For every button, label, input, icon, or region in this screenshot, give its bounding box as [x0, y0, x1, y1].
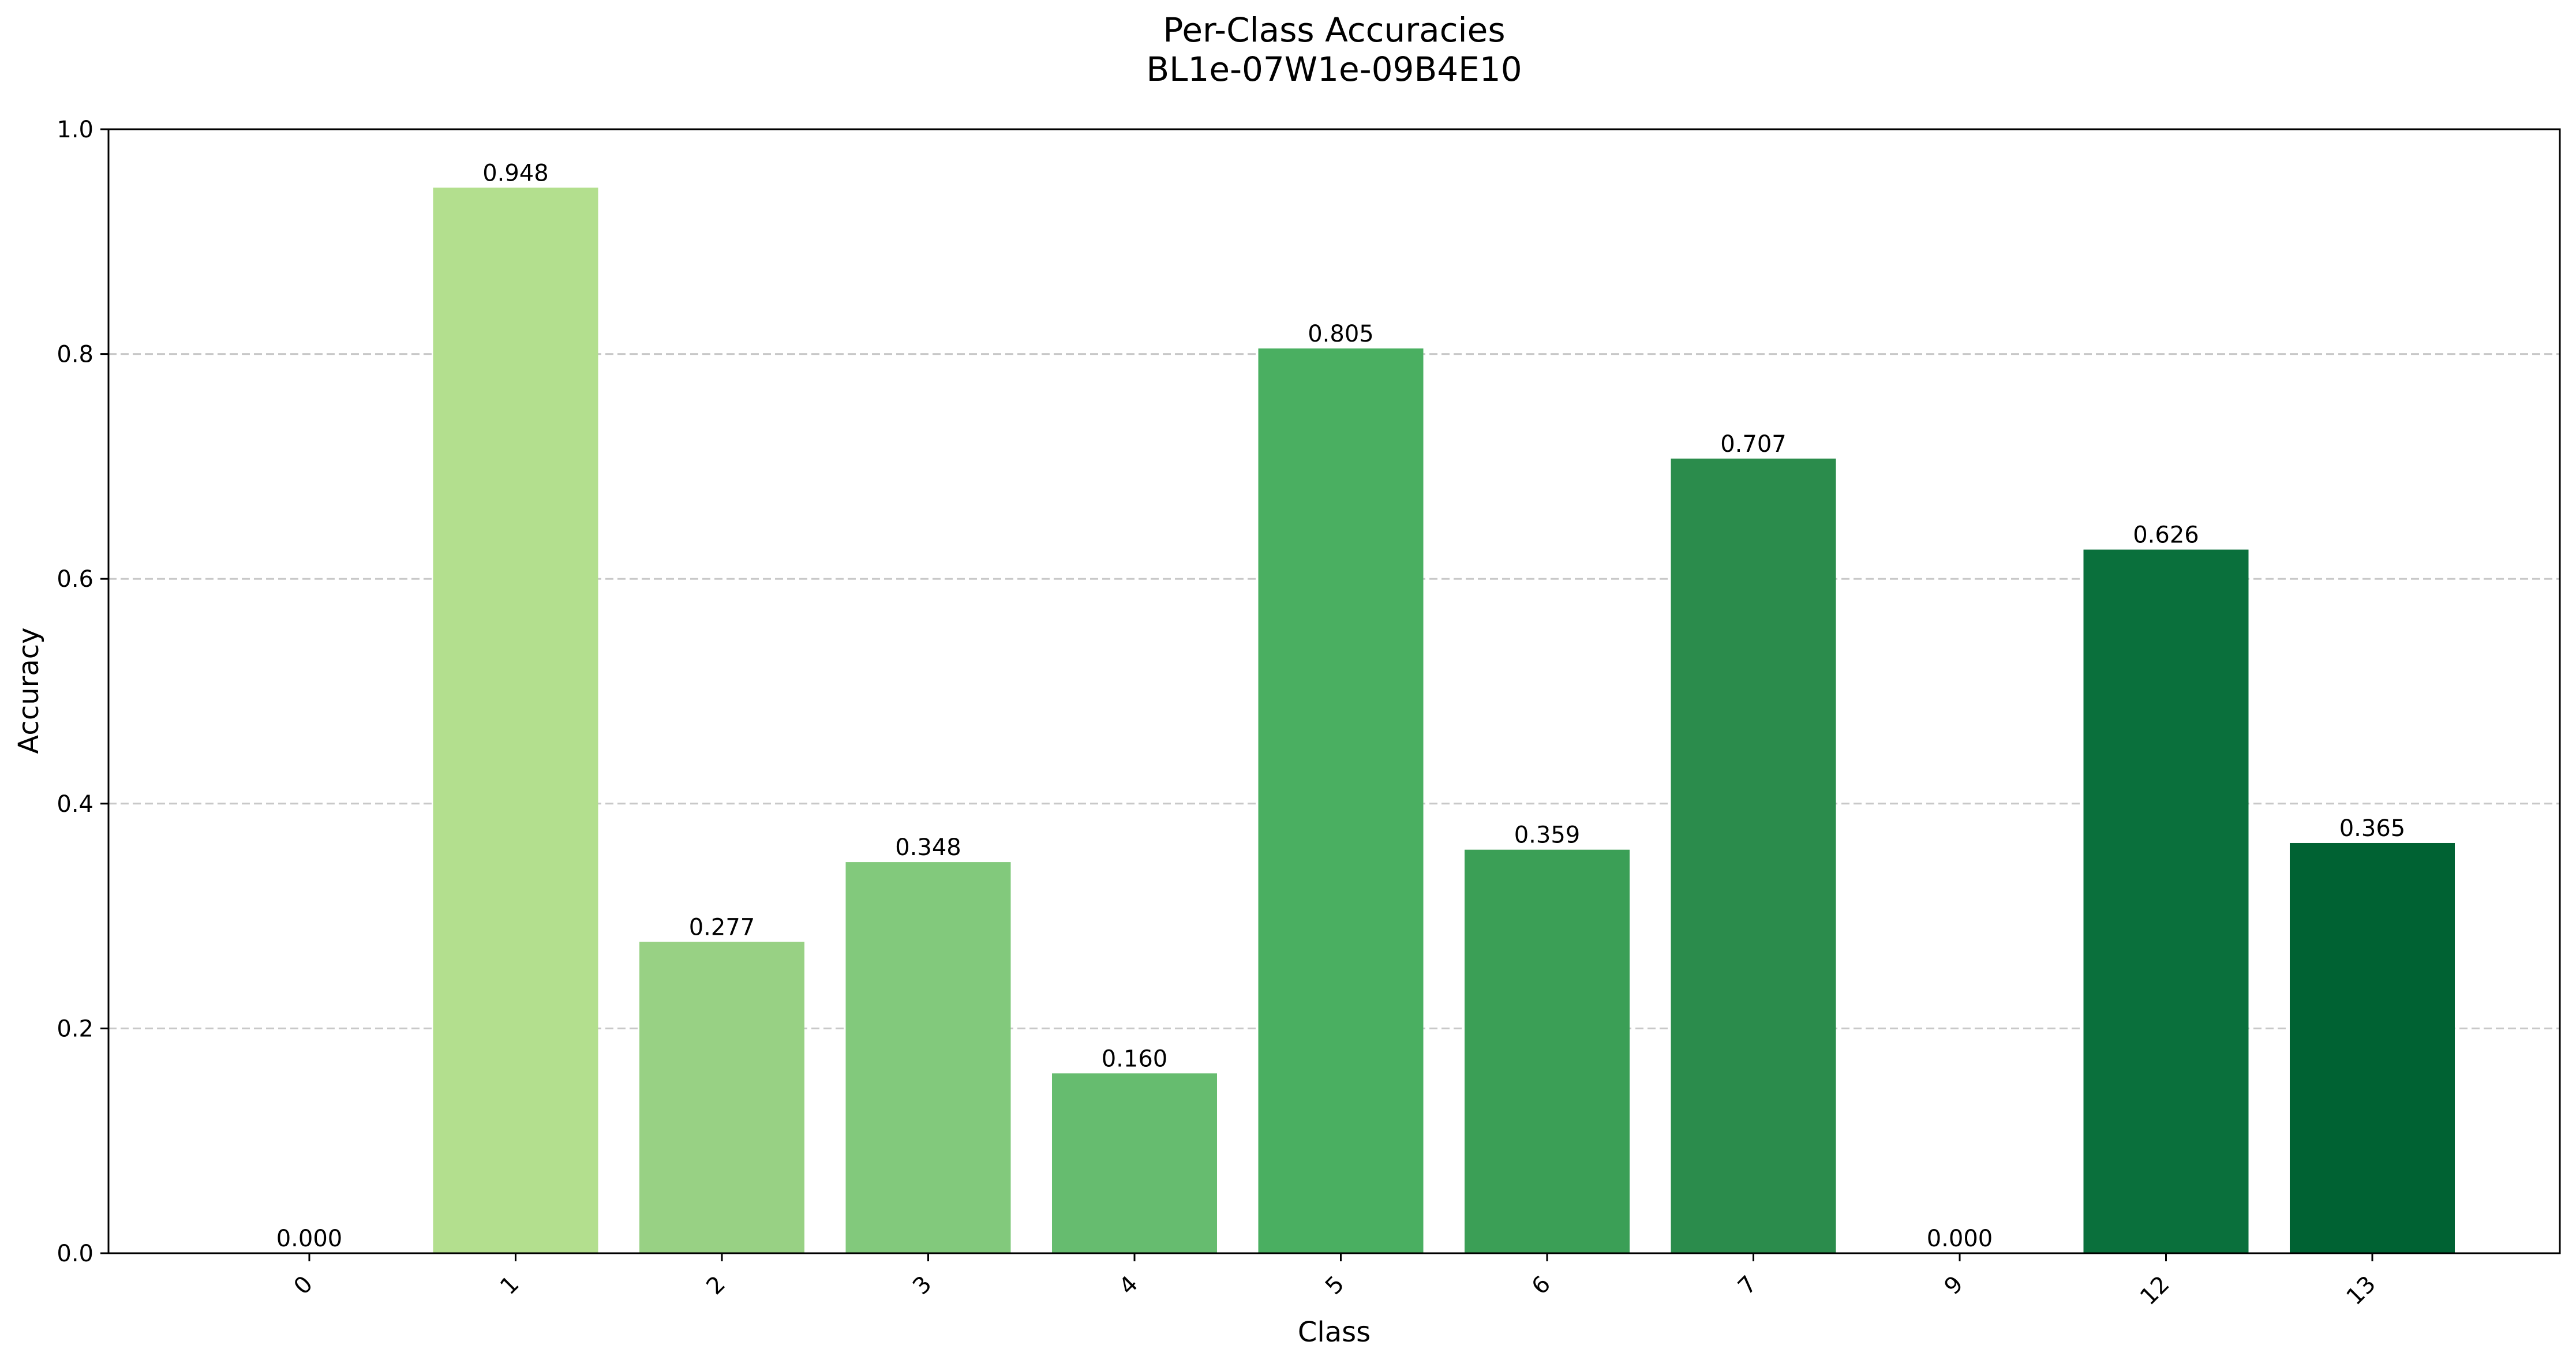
x-tick-label: 3: [908, 1271, 937, 1301]
y-tick-label: 0.2: [57, 1015, 93, 1042]
bar-value-labels: 0.000 0.948 0.277 0.348 0.160 0.805 0.359 0.707…: [276, 160, 2406, 1252]
x-tick-label: 4: [1114, 1271, 1144, 1301]
chart-title: Per-Class Accuracies: [1163, 10, 1505, 50]
bar-value-label: 0.948: [482, 160, 549, 186]
y-tick-label: 0.4: [57, 791, 93, 818]
y-tick-label: 1.0: [57, 117, 93, 143]
y-tick-label: 0.8: [57, 342, 93, 368]
bar-value-label: 0.805: [1308, 321, 1374, 347]
x-tick-label: 6: [1527, 1271, 1556, 1301]
bar-class-2: [639, 942, 804, 1253]
bar-value-label: 0.626: [2133, 522, 2199, 549]
bar-value-label: 0.359: [1514, 822, 1581, 849]
bar-value-label: 0.160: [1102, 1046, 1168, 1072]
x-tick-label: 12: [2135, 1271, 2175, 1311]
bar-value-label: 0.000: [1927, 1226, 1993, 1252]
x-tick-label: 1: [495, 1271, 525, 1301]
x-tick-label: 0: [289, 1271, 319, 1301]
bar-value-label: 0.365: [2339, 815, 2406, 842]
x-tick-label: 9: [1940, 1271, 1969, 1301]
bar-class-7: [1671, 458, 1836, 1254]
x-tick-label: 2: [702, 1271, 731, 1301]
bar-class-1: [433, 188, 598, 1253]
x-tick-label: 5: [1320, 1271, 1350, 1301]
y-tick-label: 0.0: [57, 1241, 93, 1267]
y-tick-label: 0.6: [57, 566, 93, 593]
chart-subtitle: BL1e-07W1e-09B4E10: [1146, 50, 1522, 89]
bar-value-label: 0.348: [895, 834, 961, 861]
bar-value-label: 0.000: [276, 1226, 343, 1252]
bar-value-label: 0.707: [1720, 431, 1787, 458]
x-axis-ticks: 0 1 2 3 4 5 6 7 9 12 13: [289, 1253, 2382, 1311]
bar-value-label: 0.277: [689, 914, 755, 940]
bar-class-13: [2290, 842, 2455, 1253]
x-tick-label: 7: [1733, 1271, 1762, 1301]
bar-class-4: [1052, 1073, 1217, 1253]
y-axis-ticks: 0.0 0.2 0.4 0.6 0.8 1.0: [57, 117, 108, 1267]
bar-class-3: [845, 862, 1011, 1253]
x-tick-label: 13: [2342, 1271, 2382, 1311]
bar-class-12: [2083, 549, 2249, 1253]
plot-frame: [107, 128, 2561, 1254]
bar-class-6: [1465, 849, 1630, 1253]
y-axis-label: Accuracy: [13, 627, 45, 754]
bar-class-5: [1258, 348, 1424, 1253]
bars: [433, 188, 2455, 1254]
x-axis-label: Class: [1298, 1316, 1371, 1348]
